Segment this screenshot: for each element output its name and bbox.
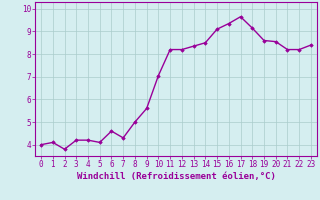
X-axis label: Windchill (Refroidissement éolien,°C): Windchill (Refroidissement éolien,°C)	[76, 172, 276, 181]
